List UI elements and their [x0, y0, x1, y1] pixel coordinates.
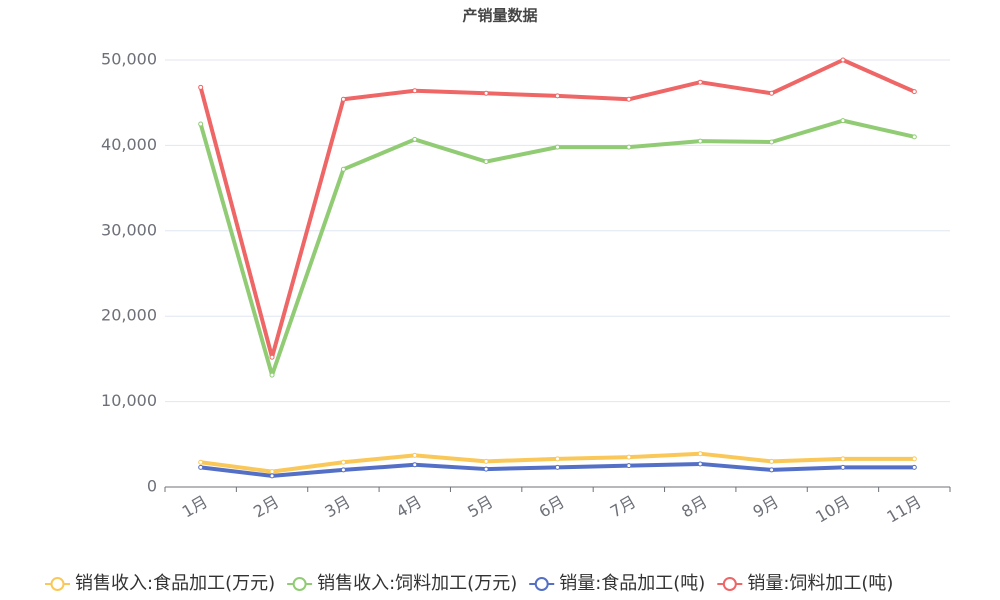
point	[697, 451, 703, 457]
point	[340, 467, 346, 473]
x-tick-label: 4月	[393, 492, 425, 522]
point	[626, 454, 632, 460]
point	[340, 96, 346, 102]
point	[483, 159, 489, 165]
point	[198, 464, 204, 470]
point	[412, 136, 418, 142]
point	[911, 89, 917, 95]
point	[198, 121, 204, 127]
line	[198, 58, 916, 360]
legend-item: 销量:食品加工(吨)	[529, 573, 705, 594]
point	[483, 458, 489, 464]
point	[340, 459, 346, 465]
point	[340, 166, 346, 172]
x-tick-label: 2月	[250, 492, 282, 522]
point	[198, 459, 204, 465]
point	[269, 473, 275, 479]
legend-label: 销售收入:饲料加工(万元)	[317, 573, 517, 594]
legend-marker	[534, 577, 549, 591]
point	[626, 144, 632, 150]
point	[769, 139, 775, 145]
line	[198, 118, 915, 378]
point	[697, 79, 703, 85]
point	[626, 463, 632, 469]
legend-label: 销售收入:食品加工(万元)	[75, 573, 275, 594]
point	[412, 452, 418, 458]
point	[555, 464, 560, 470]
y-tick-label: 30,000	[101, 220, 157, 239]
point	[840, 464, 846, 470]
x-tick-label: 11月	[884, 492, 925, 527]
y-tick-label: 20,000	[101, 306, 157, 325]
point	[911, 456, 917, 462]
x-tick-label: 1月	[179, 492, 211, 522]
point	[911, 464, 917, 470]
x-tick-label: 10月	[812, 492, 853, 527]
point	[555, 144, 560, 150]
point	[697, 138, 703, 144]
legend-item: 销量:饲料加工(吨)	[717, 573, 893, 594]
point	[769, 90, 775, 96]
point	[269, 354, 275, 360]
legend-item: 销售收入:食品加工(万元)	[45, 573, 275, 594]
y-tick-label: 40,000	[101, 135, 157, 154]
x-tick-label: 6月	[536, 492, 568, 522]
point	[840, 57, 846, 63]
point	[412, 88, 418, 94]
point	[840, 118, 846, 124]
point	[697, 461, 703, 467]
legend-marker	[292, 577, 307, 591]
point	[769, 458, 775, 464]
x-tick-label: 7月	[607, 492, 639, 522]
point	[269, 469, 275, 475]
point	[412, 462, 418, 468]
point	[840, 456, 846, 462]
x-tick-label: 8月	[678, 492, 710, 522]
y-tick-label: 10,000	[101, 391, 157, 410]
y-tick-label: 50,000	[101, 50, 157, 69]
x-tick-label: 3月	[321, 492, 353, 522]
x-tick-label: 9月	[750, 492, 782, 522]
point	[555, 93, 560, 99]
chart-title: 产销量数据	[462, 7, 537, 25]
point	[911, 134, 917, 140]
legend-marker	[50, 577, 65, 591]
point	[769, 467, 775, 473]
point	[555, 456, 560, 462]
y-tick-label: 0	[147, 477, 157, 496]
legend-label: 销量:饲料加工(吨)	[747, 573, 893, 594]
legend-label: 销量:食品加工(吨)	[559, 573, 705, 594]
point	[269, 372, 275, 378]
point	[483, 466, 489, 472]
point	[626, 96, 632, 102]
point	[483, 90, 489, 96]
legend-item: 销售收入:饲料加工(万元)	[287, 573, 517, 594]
x-tick-label: 5月	[464, 492, 496, 522]
point	[198, 84, 204, 90]
legend-marker	[722, 577, 737, 591]
